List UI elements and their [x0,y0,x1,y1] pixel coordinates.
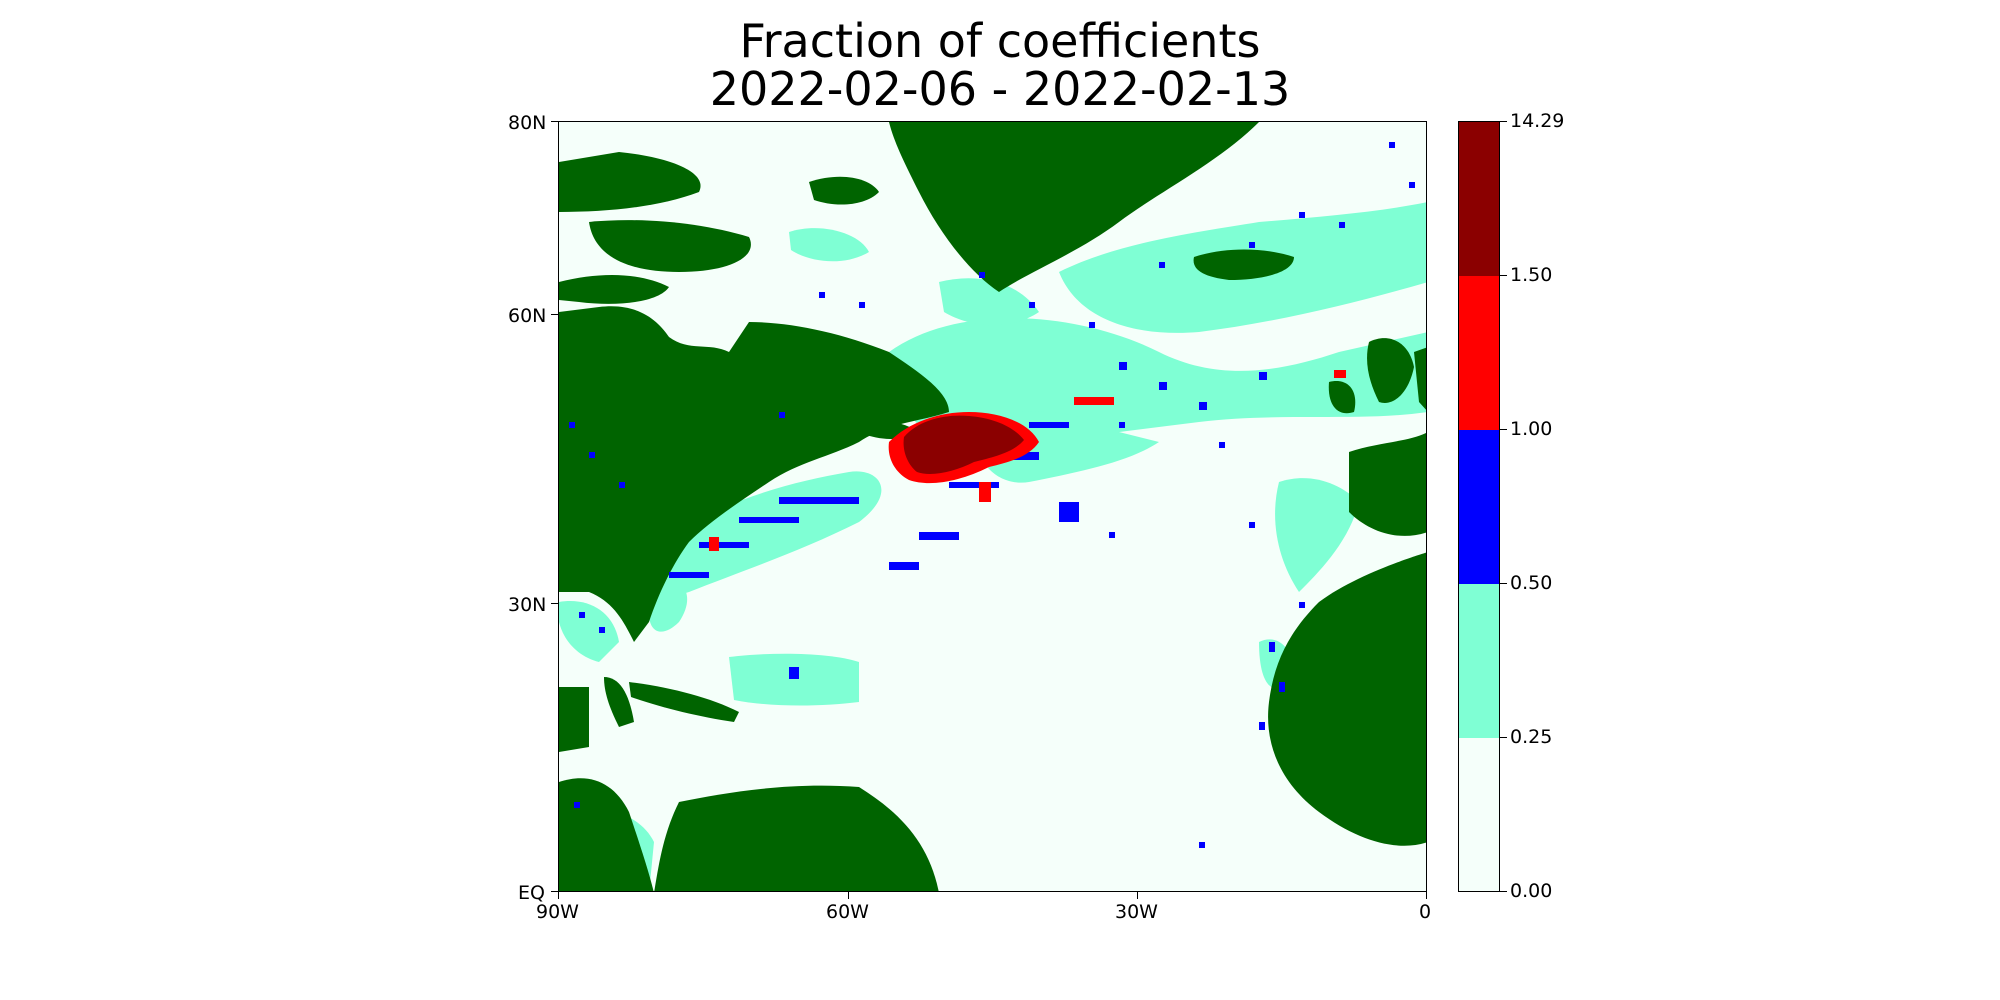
cb-tick-1 [1500,737,1507,738]
x-tick-30w [1137,892,1138,899]
x-tick-label-30w: 30W [1115,901,1158,923]
colorbar-segment-mintcream [1459,738,1499,891]
chart-title-line-1: Fraction of coefficients [739,14,1261,68]
colorbar-segment-darkred [1459,122,1499,276]
map-plot-area [558,121,1427,892]
cb-label-4: 1.50 [1510,264,1553,286]
cb-tick-2 [1500,583,1507,584]
x-tick-60w [848,892,849,899]
y-tick-label-60n: 60N [508,305,547,327]
chart-title-line-2: 2022-02-06 - 2022-02-13 [709,62,1291,116]
cb-tick-5 [1500,121,1507,122]
map-svg [559,122,1426,891]
y-tick-30n [551,603,558,604]
x-tick-0 [1426,892,1427,899]
colorbar-segment-red [1459,276,1499,430]
cb-tick-0 [1500,891,1507,892]
cb-label-1: 0.25 [1510,726,1553,748]
x-tick-label-90w: 90W [536,901,579,923]
x-tick-label-60w: 60W [826,901,869,923]
cb-label-3: 1.00 [1510,418,1553,440]
colorbar-segment-blue [1459,430,1499,584]
cb-tick-3 [1500,429,1507,430]
cb-label-2: 0.50 [1510,572,1553,594]
dark-red-hotspot [903,415,1024,474]
y-tick-label-80n: 80N [508,112,547,134]
colorbar-segment-aquamarine [1459,584,1499,738]
x-tick-90w [558,892,559,899]
x-tick-label-0: 0 [1419,901,1432,923]
cb-label-5: 14.29 [1510,110,1565,132]
y-tick-eq [551,891,558,892]
cb-tick-4 [1500,275,1507,276]
y-tick-label-eq: EQ [518,882,545,904]
colorbar [1458,121,1500,892]
land-masses [559,122,1426,891]
cb-label-0: 0.00 [1510,880,1553,902]
y-tick-label-30n: 30N [508,594,547,616]
y-tick-60n [551,314,558,315]
y-tick-80n [551,121,558,122]
